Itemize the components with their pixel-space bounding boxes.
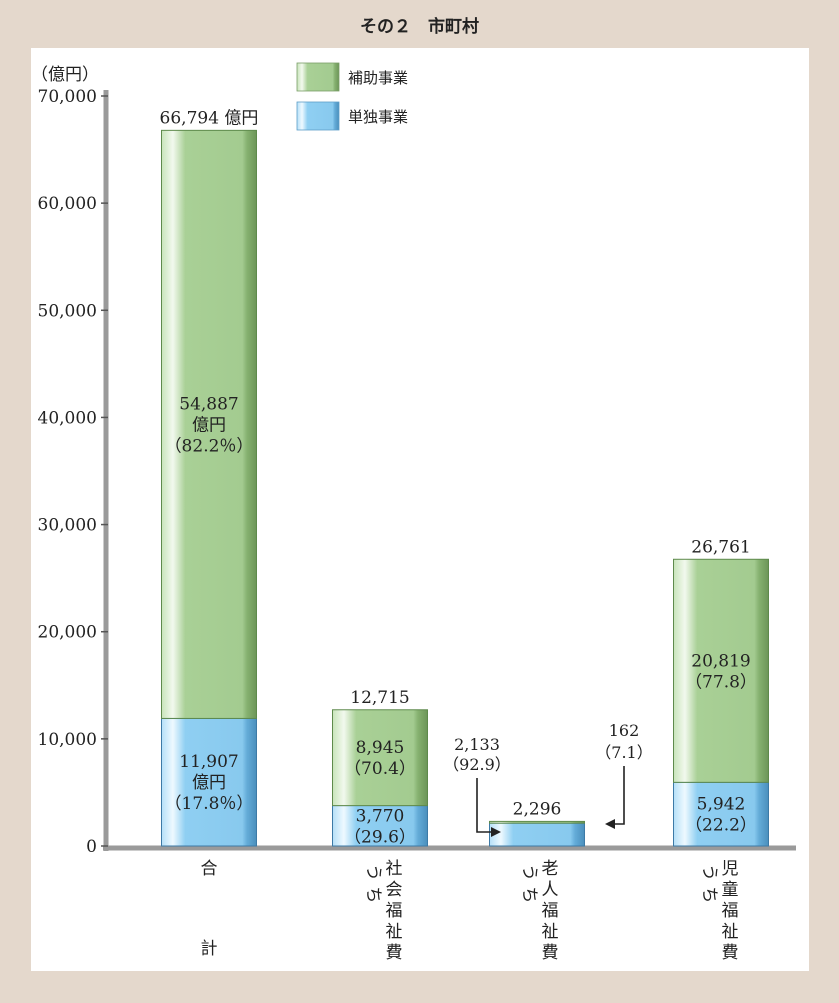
category-label-elderly-2: 福 [542, 901, 559, 921]
category-label-social-prefix: う ち [363, 864, 383, 903]
category-label-social-4: 費 [386, 943, 403, 963]
y-tick-label: 70,000 [38, 87, 97, 107]
category-label-child-4: 費 [722, 943, 739, 963]
category-label-elderly-0: 老 [542, 859, 559, 879]
category-label-child-1: 童 [722, 880, 739, 900]
category-label-elderly-3: 祉 [542, 922, 559, 942]
bar-segment-tandoku [332, 805, 428, 847]
category-label-child-0: 児 [722, 859, 739, 879]
bar-segment-tandoku [673, 781, 769, 847]
category-label-child-3: 祉 [722, 922, 739, 942]
category-labels: 合 計 う ち 社 会 福 祉 費 う ち 老 人 福 祉 費 う ち 児 童 … [201, 859, 739, 963]
category-label-elderly-prefix: う ち [519, 864, 539, 903]
y-tick-label: 10,000 [38, 730, 97, 750]
bar-tandoku-label: （29.6） [344, 827, 416, 847]
bar-hojo-label: （82.2％） [165, 436, 254, 456]
bar-total-label: 26,761 [691, 537, 750, 557]
bar-segment-tandoku [489, 822, 585, 847]
bar-tandoku-label: 11,907 [179, 752, 238, 772]
category-label-total-top: 合 [201, 859, 218, 879]
bar-total-label: 12,715 [350, 688, 409, 708]
bar-tandoku-label: 億円 [192, 773, 226, 793]
bar-hojo-label: 8,945 [356, 738, 405, 758]
legend: 補助事業 単独事業 [296, 62, 408, 131]
bar-tandoku-label: （22.2） [685, 816, 757, 836]
bar-segment-hojo [161, 129, 257, 719]
legend-swatch-hojo [296, 62, 340, 92]
bar-total-label: 2,296 [513, 799, 562, 819]
category-label-total-bottom: 計 [201, 939, 218, 959]
category-label-social-1: 会 [386, 880, 403, 900]
stacked-bar-chart: （億円） 0 10,000 20,000 30,000 40,000 50,000 60,0… [31, 62, 796, 963]
y-unit-label: （億円） [31, 65, 99, 85]
bar-tandoku-label: （17.8％） [165, 794, 254, 814]
bar-tandoku-label: 5,942 [697, 795, 746, 815]
bar-segment-hojo [332, 709, 428, 807]
category-label-social-3: 祉 [386, 922, 403, 942]
callout-tandoku-arrow [476, 778, 495, 833]
y-tick-label: 20,000 [38, 623, 97, 643]
bar-segment-hojo [489, 820, 585, 824]
bar-tandoku-label: 3,770 [356, 806, 405, 826]
y-tick-label: 50,000 [38, 301, 97, 321]
callout-hojo-arrow [611, 766, 625, 825]
y-tick-label: 60,000 [38, 194, 97, 214]
bar-hojo-label: 20,819 [691, 651, 750, 671]
category-label-social-0: 社 [386, 859, 403, 879]
callout-tandoku-pct: （92.9） [443, 755, 511, 774]
legend-label-tandoku: 単独事業 [348, 108, 408, 126]
callout-hojo-pct: （7.1） [595, 743, 652, 762]
legend-label-hojo: 補助事業 [348, 69, 408, 87]
callout-tandoku-arrowhead [491, 827, 501, 837]
category-label-elderly-1: 人 [542, 880, 559, 900]
category-label-social-2: 福 [386, 901, 403, 921]
category-label-elderly-4: 費 [542, 943, 559, 963]
y-tick-label: 0 [86, 837, 97, 857]
bar-hojo-label: 54,887 [179, 394, 238, 414]
y-tick-label: 40,000 [38, 408, 97, 428]
bar-hojo-label: 億円 [192, 415, 226, 435]
bar-hojo-label: （77.8） [685, 672, 757, 692]
y-tick-label: 30,000 [38, 516, 97, 536]
category-label-child-2: 福 [722, 901, 739, 921]
bar-segment-hojo [673, 558, 769, 783]
callout-hojo-arrowhead [605, 819, 615, 829]
callout-tandoku-value: 2,133 [454, 735, 500, 754]
callout-hojo-value: 162 [609, 721, 640, 740]
category-label-child-prefix: う ち [699, 864, 719, 903]
chart-panel: （億円） 0 10,000 20,000 30,000 40,000 50,000 60,0… [31, 48, 809, 971]
legend-swatch-tandoku [296, 101, 340, 131]
elderly-callouts: 2,133 （92.9） 162 （7.1） [443, 721, 653, 837]
bar-hojo-label: （70.4） [344, 759, 416, 779]
bar-total-label: 66,794 億円 [160, 108, 259, 128]
page-title: その２ 市町村 [360, 17, 479, 37]
